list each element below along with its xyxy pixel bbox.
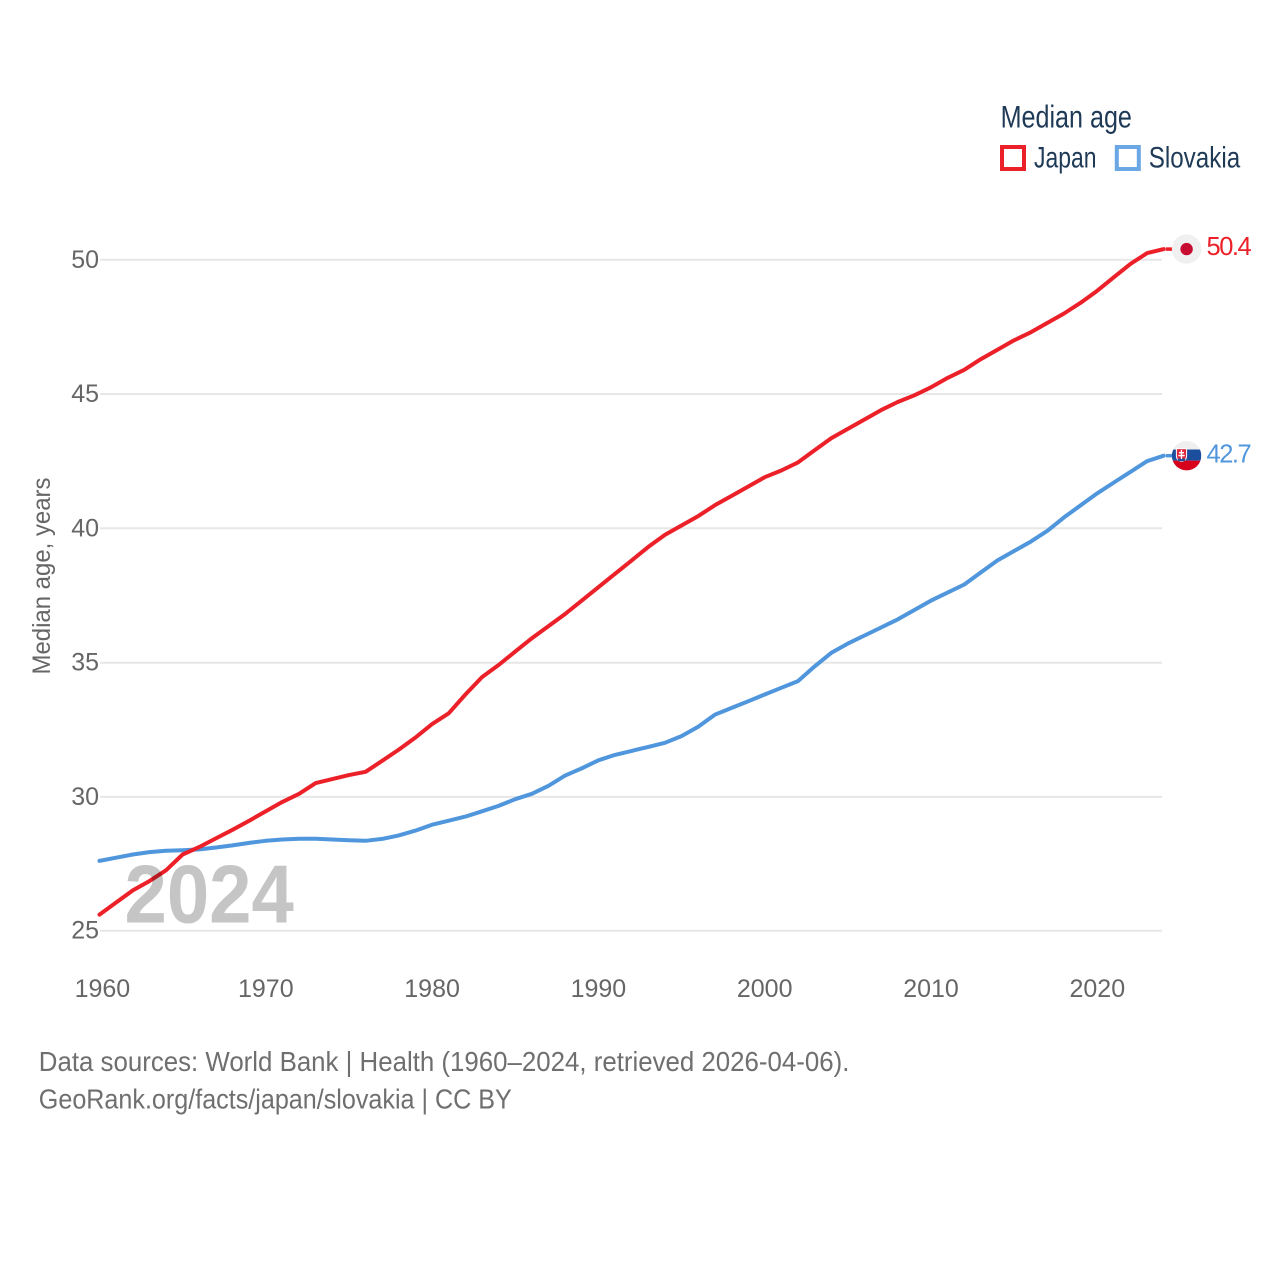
- svg-text:2010: 2010: [903, 975, 959, 1003]
- svg-text:50.4: 50.4: [1207, 233, 1252, 261]
- svg-text:50: 50: [71, 246, 99, 274]
- svg-text:30: 30: [71, 783, 99, 811]
- svg-text:45: 45: [71, 380, 99, 408]
- svg-text:2020: 2020: [1069, 975, 1125, 1003]
- svg-text:Median age: Median age: [1001, 99, 1132, 135]
- svg-text:1990: 1990: [571, 975, 627, 1003]
- svg-text:Japan: Japan: [1034, 141, 1097, 174]
- svg-text:2024: 2024: [125, 848, 294, 941]
- svg-text:40: 40: [71, 514, 99, 542]
- svg-text:1960: 1960: [75, 975, 131, 1003]
- svg-text:1980: 1980: [404, 975, 460, 1003]
- svg-text:GeoRank.org/facts/japan/slovak: GeoRank.org/facts/japan/slovakia | CC BY: [39, 1084, 512, 1115]
- svg-text:2000: 2000: [737, 975, 793, 1003]
- svg-text:25: 25: [71, 917, 99, 945]
- svg-text:Slovakia: Slovakia: [1149, 141, 1241, 174]
- svg-text:35: 35: [71, 649, 99, 677]
- svg-text:Median age, years: Median age, years: [28, 478, 56, 675]
- svg-text:1970: 1970: [238, 975, 294, 1003]
- svg-text:42.7: 42.7: [1207, 440, 1252, 468]
- svg-text:Data sources: World Bank | Hea: Data sources: World Bank | Health (1960–…: [39, 1046, 850, 1077]
